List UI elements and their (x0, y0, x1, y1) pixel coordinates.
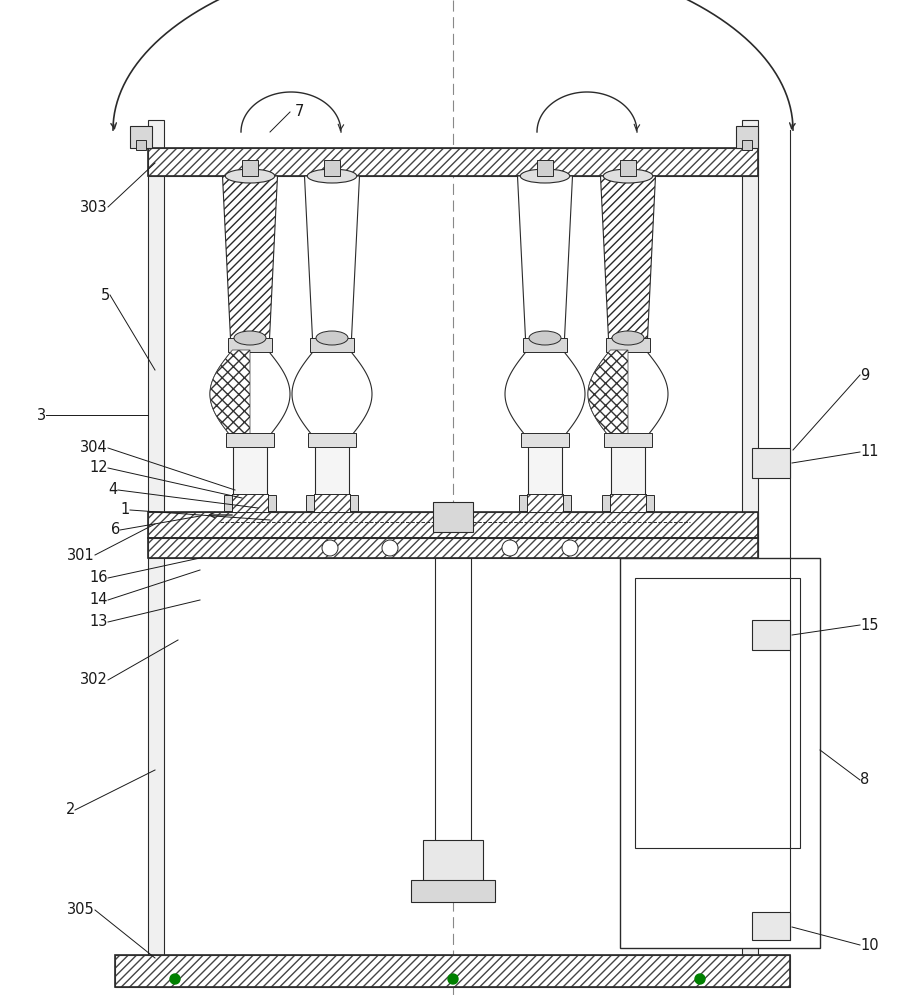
Bar (752, 620, 790, 650)
Bar (752, 448, 790, 478)
Bar (148, 538, 758, 558)
Polygon shape (210, 350, 250, 438)
Bar (232, 494, 268, 512)
Text: 4: 4 (109, 483, 118, 497)
Bar (306, 495, 358, 511)
Bar (620, 558, 820, 948)
Bar (115, 955, 790, 987)
Polygon shape (601, 176, 656, 430)
Bar (635, 578, 800, 848)
Bar (115, 955, 790, 987)
Text: 14: 14 (90, 592, 108, 607)
Bar (527, 494, 563, 512)
Bar (604, 433, 652, 447)
Polygon shape (588, 350, 668, 438)
Bar (537, 160, 553, 176)
Text: 3: 3 (37, 408, 46, 422)
Text: 9: 9 (860, 367, 869, 382)
Text: 1: 1 (120, 502, 130, 518)
Bar (226, 433, 274, 447)
Bar (433, 502, 473, 532)
Text: 303: 303 (81, 200, 108, 215)
Ellipse shape (612, 331, 644, 345)
Circle shape (502, 540, 518, 556)
Polygon shape (588, 350, 628, 438)
Text: 7: 7 (295, 104, 304, 119)
Ellipse shape (234, 331, 266, 345)
Circle shape (562, 540, 578, 556)
Bar (602, 495, 653, 511)
Bar (314, 494, 350, 512)
Bar (315, 438, 349, 510)
Bar (148, 512, 758, 538)
Bar (310, 338, 354, 352)
Bar (232, 494, 268, 512)
Text: 12: 12 (90, 460, 108, 476)
Bar (233, 438, 266, 510)
Ellipse shape (603, 169, 652, 183)
Bar (519, 495, 571, 511)
Text: 301: 301 (67, 548, 95, 562)
Ellipse shape (307, 169, 357, 183)
Bar (620, 160, 636, 176)
Bar (148, 148, 758, 176)
Circle shape (448, 974, 458, 984)
Bar (605, 338, 651, 352)
Circle shape (382, 540, 398, 556)
Bar (742, 120, 758, 955)
Polygon shape (505, 350, 585, 438)
Text: 305: 305 (67, 902, 95, 918)
Bar (148, 120, 164, 955)
Text: 5: 5 (101, 288, 110, 302)
Bar (148, 148, 758, 176)
Polygon shape (517, 176, 573, 430)
Bar (742, 140, 752, 150)
Ellipse shape (316, 331, 348, 345)
Text: 2: 2 (65, 802, 75, 818)
Bar (130, 126, 152, 148)
Bar (225, 495, 275, 511)
Bar (308, 433, 356, 447)
Bar (227, 338, 273, 352)
Text: 8: 8 (860, 772, 869, 788)
Ellipse shape (520, 169, 570, 183)
Text: 6: 6 (111, 522, 120, 538)
Text: 304: 304 (81, 440, 108, 456)
Bar (324, 160, 340, 176)
Bar (612, 438, 645, 510)
Text: 13: 13 (90, 614, 108, 630)
Polygon shape (304, 176, 360, 430)
Bar (736, 126, 758, 148)
Bar (148, 538, 758, 558)
Bar (521, 433, 569, 447)
Circle shape (695, 974, 705, 984)
Polygon shape (210, 350, 290, 438)
Bar (528, 438, 562, 510)
Bar (610, 494, 646, 512)
Bar (411, 880, 495, 902)
Circle shape (322, 540, 338, 556)
Bar (752, 912, 790, 940)
Bar (435, 558, 471, 880)
Ellipse shape (529, 331, 561, 345)
Text: 302: 302 (80, 672, 108, 688)
Bar (148, 512, 758, 538)
Text: 11: 11 (860, 444, 879, 460)
Bar (527, 494, 563, 512)
Circle shape (170, 974, 180, 984)
Text: 15: 15 (860, 617, 879, 633)
Text: 10: 10 (860, 938, 879, 952)
Text: 16: 16 (90, 570, 108, 585)
Polygon shape (292, 350, 372, 438)
Bar (136, 140, 146, 150)
Bar (314, 494, 350, 512)
Ellipse shape (226, 169, 275, 183)
Bar (423, 840, 483, 890)
Polygon shape (223, 176, 277, 430)
Bar (610, 494, 646, 512)
Bar (523, 338, 567, 352)
Bar (242, 160, 258, 176)
